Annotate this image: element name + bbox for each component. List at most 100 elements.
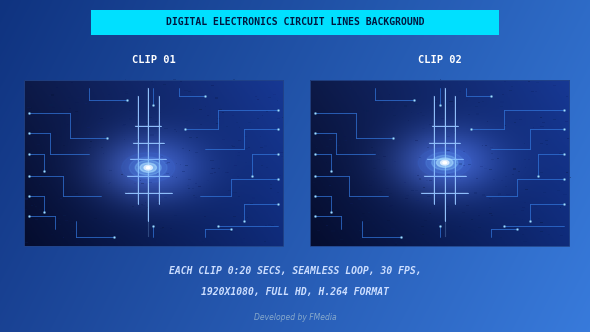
FancyBboxPatch shape [48, 219, 51, 220]
Circle shape [129, 157, 167, 178]
FancyBboxPatch shape [319, 83, 323, 84]
FancyBboxPatch shape [317, 230, 320, 231]
FancyBboxPatch shape [188, 179, 191, 181]
FancyBboxPatch shape [427, 147, 428, 148]
FancyBboxPatch shape [165, 163, 168, 164]
FancyBboxPatch shape [346, 172, 347, 173]
FancyBboxPatch shape [233, 216, 237, 217]
FancyBboxPatch shape [109, 170, 112, 171]
FancyBboxPatch shape [264, 145, 267, 146]
FancyBboxPatch shape [283, 159, 284, 160]
FancyBboxPatch shape [106, 232, 107, 233]
FancyBboxPatch shape [384, 169, 386, 170]
FancyBboxPatch shape [548, 234, 550, 235]
Text: Developed by FMedia: Developed by FMedia [254, 312, 336, 322]
FancyBboxPatch shape [560, 235, 563, 236]
FancyBboxPatch shape [216, 123, 219, 124]
Text: EACH CLIP 0:20 SECS, SEAMLESS LOOP, 30 FPS,: EACH CLIP 0:20 SECS, SEAMLESS LOOP, 30 F… [169, 266, 421, 276]
FancyBboxPatch shape [369, 128, 371, 129]
FancyBboxPatch shape [35, 178, 37, 179]
FancyBboxPatch shape [195, 183, 196, 184]
FancyBboxPatch shape [132, 206, 134, 207]
FancyBboxPatch shape [482, 195, 485, 196]
FancyBboxPatch shape [445, 105, 448, 106]
FancyBboxPatch shape [412, 244, 414, 245]
FancyBboxPatch shape [394, 161, 396, 162]
FancyBboxPatch shape [99, 123, 100, 124]
FancyBboxPatch shape [64, 220, 68, 221]
FancyBboxPatch shape [176, 177, 178, 178]
FancyBboxPatch shape [533, 127, 535, 128]
FancyBboxPatch shape [359, 102, 360, 103]
FancyBboxPatch shape [31, 205, 32, 206]
FancyBboxPatch shape [35, 219, 38, 220]
FancyBboxPatch shape [323, 118, 326, 119]
FancyBboxPatch shape [566, 204, 569, 205]
FancyBboxPatch shape [326, 162, 327, 163]
FancyBboxPatch shape [450, 213, 453, 214]
Circle shape [432, 155, 458, 170]
FancyBboxPatch shape [450, 101, 453, 102]
FancyBboxPatch shape [498, 194, 501, 195]
FancyBboxPatch shape [180, 164, 182, 165]
Circle shape [140, 163, 156, 172]
FancyBboxPatch shape [70, 222, 73, 223]
FancyBboxPatch shape [447, 174, 450, 176]
FancyBboxPatch shape [411, 112, 412, 113]
FancyBboxPatch shape [560, 207, 561, 208]
FancyBboxPatch shape [509, 227, 511, 228]
Circle shape [146, 167, 150, 169]
FancyBboxPatch shape [257, 99, 259, 100]
FancyBboxPatch shape [442, 220, 445, 221]
FancyBboxPatch shape [63, 129, 65, 130]
FancyBboxPatch shape [90, 141, 91, 142]
FancyBboxPatch shape [109, 182, 112, 183]
FancyBboxPatch shape [150, 134, 154, 136]
FancyBboxPatch shape [442, 160, 444, 161]
FancyBboxPatch shape [185, 120, 188, 121]
FancyBboxPatch shape [64, 123, 65, 124]
FancyBboxPatch shape [89, 147, 91, 148]
FancyBboxPatch shape [96, 211, 97, 212]
FancyBboxPatch shape [490, 147, 493, 148]
FancyBboxPatch shape [484, 168, 487, 169]
FancyBboxPatch shape [60, 175, 64, 176]
FancyBboxPatch shape [238, 140, 241, 141]
FancyBboxPatch shape [553, 119, 556, 120]
FancyBboxPatch shape [126, 91, 128, 92]
FancyBboxPatch shape [466, 100, 468, 101]
FancyBboxPatch shape [512, 86, 513, 87]
FancyBboxPatch shape [360, 217, 363, 218]
FancyBboxPatch shape [349, 203, 353, 204]
FancyBboxPatch shape [389, 94, 391, 95]
FancyBboxPatch shape [404, 182, 406, 183]
FancyBboxPatch shape [108, 94, 110, 95]
FancyBboxPatch shape [264, 148, 266, 149]
FancyBboxPatch shape [346, 229, 349, 230]
FancyBboxPatch shape [467, 95, 468, 96]
FancyBboxPatch shape [24, 160, 26, 161]
FancyBboxPatch shape [351, 81, 353, 82]
FancyBboxPatch shape [556, 190, 559, 191]
FancyBboxPatch shape [168, 210, 169, 211]
FancyBboxPatch shape [538, 218, 540, 219]
FancyBboxPatch shape [421, 226, 424, 227]
FancyBboxPatch shape [168, 227, 170, 228]
FancyBboxPatch shape [87, 93, 90, 94]
FancyBboxPatch shape [60, 114, 61, 115]
FancyBboxPatch shape [163, 84, 166, 85]
FancyBboxPatch shape [377, 159, 379, 160]
FancyBboxPatch shape [386, 188, 389, 189]
FancyBboxPatch shape [260, 136, 261, 137]
FancyBboxPatch shape [332, 230, 335, 232]
FancyBboxPatch shape [407, 237, 409, 238]
FancyBboxPatch shape [326, 225, 329, 226]
FancyBboxPatch shape [420, 112, 422, 113]
FancyBboxPatch shape [199, 109, 202, 111]
FancyBboxPatch shape [211, 173, 213, 174]
FancyBboxPatch shape [215, 97, 218, 99]
FancyBboxPatch shape [136, 115, 139, 116]
FancyBboxPatch shape [423, 234, 425, 235]
FancyBboxPatch shape [346, 165, 349, 166]
FancyBboxPatch shape [245, 162, 247, 163]
